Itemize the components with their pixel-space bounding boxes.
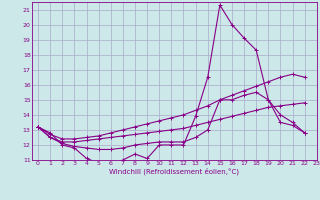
X-axis label: Windchill (Refroidissement éolien,°C): Windchill (Refroidissement éolien,°C)	[109, 168, 239, 175]
